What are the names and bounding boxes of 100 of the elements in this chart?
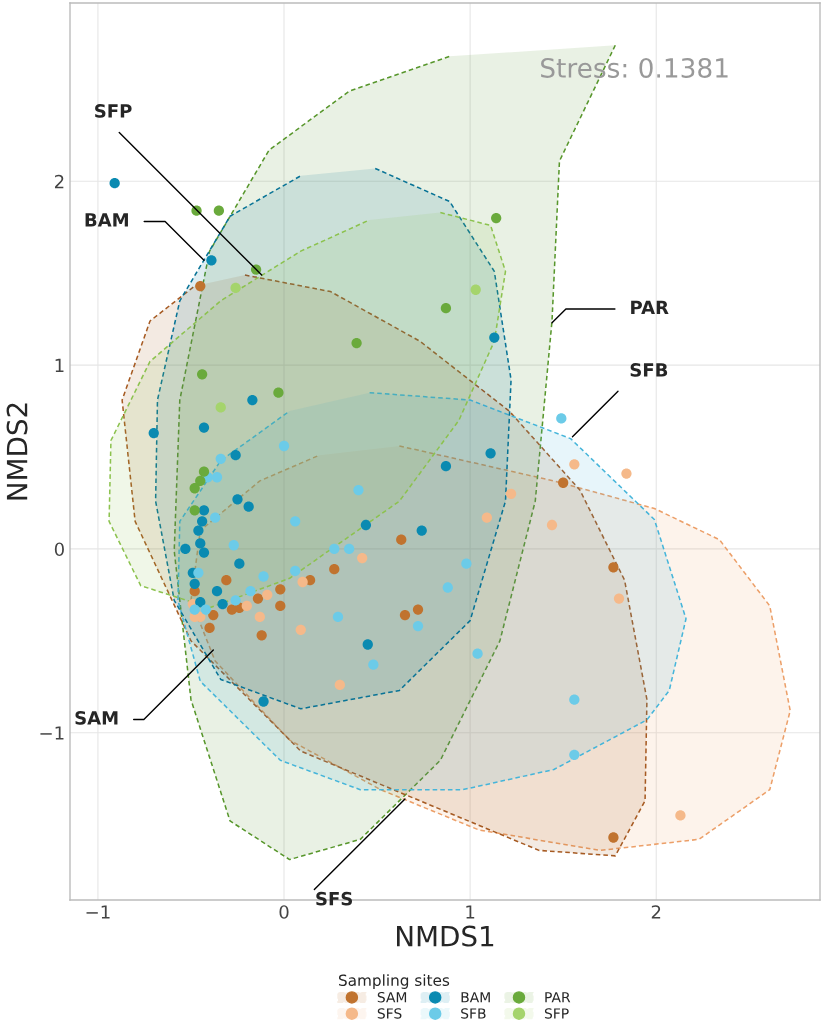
point [556, 413, 567, 424]
point [247, 394, 258, 406]
point [215, 402, 226, 413]
point [470, 284, 481, 295]
annotation: Stress: 0.1381 [541, 57, 728, 78]
point [256, 630, 267, 641]
point [297, 576, 308, 588]
point [485, 448, 496, 459]
point [200, 604, 212, 615]
point [198, 422, 210, 433]
legend-label: BAM [461, 992, 490, 1003]
point [232, 494, 243, 505]
point [195, 475, 206, 487]
point [569, 694, 580, 705]
point [230, 282, 241, 294]
point [613, 593, 625, 604]
annotation: BAM [85, 213, 128, 227]
point [228, 540, 239, 551]
point [489, 332, 500, 343]
point [208, 609, 219, 621]
point [234, 558, 245, 569]
point [481, 512, 493, 523]
point [412, 604, 424, 615]
point [189, 505, 200, 516]
point [230, 595, 241, 606]
annotation: SFB [630, 363, 668, 377]
point [621, 468, 632, 479]
point [252, 593, 264, 604]
point [278, 440, 290, 452]
point [558, 477, 569, 488]
point [334, 679, 345, 691]
point [189, 604, 200, 615]
legend-title: Sampling sites [338, 974, 450, 989]
point [221, 575, 232, 586]
point [196, 516, 208, 527]
legend-label: PAR [545, 992, 571, 1003]
x-tick-label: 1 [466, 905, 475, 919]
point [215, 453, 226, 464]
point [505, 488, 517, 499]
point [440, 461, 452, 472]
point [290, 565, 301, 577]
point [230, 450, 241, 461]
point [211, 472, 223, 483]
point [461, 558, 472, 569]
point [258, 571, 269, 582]
point [195, 597, 206, 608]
point [362, 639, 373, 650]
point [198, 466, 210, 477]
point [211, 586, 223, 597]
point [206, 255, 217, 266]
point [273, 387, 284, 398]
point [608, 832, 619, 843]
point [193, 567, 204, 578]
point [180, 543, 191, 555]
annotation: SFP [95, 104, 132, 118]
point [569, 459, 580, 470]
x-tick-label: 0 [279, 905, 289, 919]
legend-label: SFP [544, 1008, 569, 1019]
point [148, 427, 159, 439]
x-tick-label: −1 [86, 905, 110, 919]
y-tick-label: −1 [40, 726, 64, 740]
point [332, 611, 344, 623]
annotation: SFS [316, 891, 352, 906]
x-axis-title: NMDS1 [397, 925, 494, 947]
point [189, 483, 200, 494]
point [189, 578, 200, 589]
point [210, 512, 221, 523]
point [254, 611, 265, 623]
point [195, 280, 206, 292]
point [241, 600, 252, 612]
point [204, 622, 215, 634]
point [275, 600, 286, 612]
point [195, 538, 206, 549]
point [412, 620, 424, 632]
point [226, 604, 238, 615]
point [245, 586, 256, 597]
y-tick-label: 0 [54, 542, 64, 557]
point [329, 563, 340, 575]
point [109, 177, 120, 189]
legend-label: SFS [377, 1008, 402, 1019]
point [213, 205, 225, 216]
annotation: PAR [631, 300, 669, 314]
point [368, 659, 379, 670]
point [262, 589, 273, 601]
point [399, 609, 411, 621]
point [396, 534, 407, 545]
x-tick-label: 2 [651, 905, 661, 919]
point [442, 582, 453, 593]
legend-label: SFB [461, 1008, 486, 1019]
point [196, 369, 208, 380]
point [295, 624, 306, 635]
annotation: SAM [75, 711, 118, 725]
point [440, 302, 452, 314]
point [329, 543, 340, 555]
y-tick-label: 1 [55, 358, 64, 372]
point [290, 516, 301, 527]
point [258, 696, 269, 707]
point [198, 547, 210, 558]
point [193, 525, 204, 536]
point [351, 337, 362, 349]
